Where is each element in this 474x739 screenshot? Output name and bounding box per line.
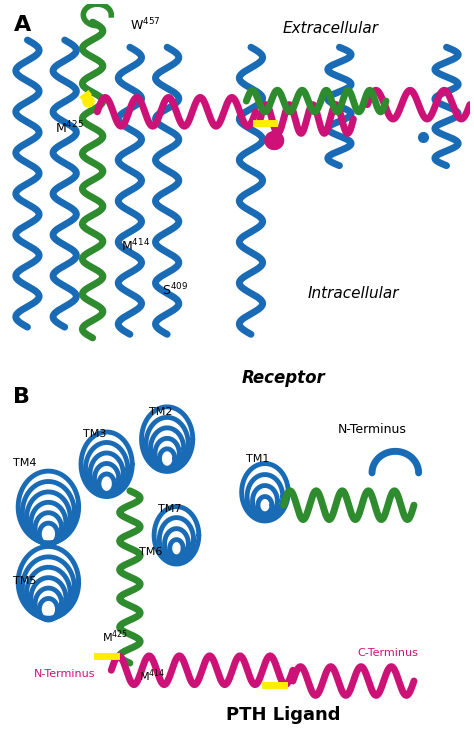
Text: B: B [13, 386, 30, 406]
Text: N-Terminus: N-Terminus [337, 423, 407, 437]
Text: TM5: TM5 [13, 576, 37, 586]
Text: M$^{425}$: M$^{425}$ [55, 120, 84, 137]
Text: PTH Ligand: PTH Ligand [226, 706, 341, 724]
Text: Intracellular: Intracellular [308, 287, 399, 302]
Text: C-Terminus: C-Terminus [358, 648, 419, 658]
Text: Receptor: Receptor [242, 370, 326, 387]
Text: N-Terminus: N-Terminus [34, 670, 95, 679]
Text: TM1: TM1 [246, 454, 270, 464]
Text: TM7: TM7 [158, 504, 182, 514]
Text: TM4: TM4 [13, 457, 37, 468]
Text: M$^{425}$: M$^{425}$ [102, 628, 128, 645]
Text: M$^{414}$: M$^{414}$ [120, 238, 150, 255]
Text: S$^{409}$: S$^{409}$ [163, 282, 189, 298]
Text: TM6: TM6 [139, 548, 163, 557]
Polygon shape [265, 132, 283, 149]
Text: W$^{457}$: W$^{457}$ [130, 16, 160, 33]
Text: TM3: TM3 [83, 429, 107, 439]
Text: TM2: TM2 [148, 407, 172, 418]
Text: Extracellular: Extracellular [282, 21, 378, 36]
Text: M$^{414}$: M$^{414}$ [139, 668, 165, 684]
Text: A: A [13, 15, 31, 35]
